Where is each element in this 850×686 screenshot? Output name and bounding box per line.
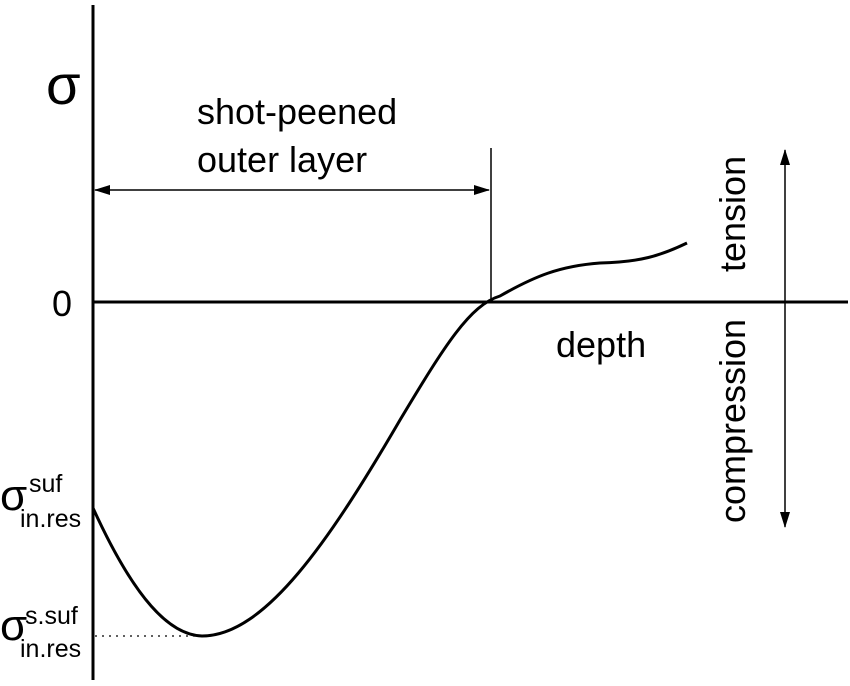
surface-stress-label: σ suf in.res (0, 470, 81, 533)
surface-stress-symbol: σ (0, 471, 27, 520)
surface-stress-subscript: in.res (20, 505, 81, 533)
zero-label: 0 (52, 283, 72, 324)
stress-axis-symbol: σ (46, 53, 81, 116)
subsurface-stress-superscript: s.suf (25, 602, 78, 630)
layer-label-line1: shot-peened (197, 91, 397, 132)
compression-label: compression (712, 319, 753, 523)
subsurface-stress-label: σ s.suf in.res (0, 601, 81, 663)
subsurface-stress-symbol: σ (0, 601, 27, 650)
depth-label: depth (556, 324, 646, 365)
residual-stress-curve (91, 241, 688, 638)
tension-label: tension (712, 156, 753, 272)
subsurface-stress-subscript: in.res (20, 635, 81, 663)
surface-stress-superscript: suf (29, 470, 62, 498)
layer-label-line2: outer layer (197, 139, 367, 180)
